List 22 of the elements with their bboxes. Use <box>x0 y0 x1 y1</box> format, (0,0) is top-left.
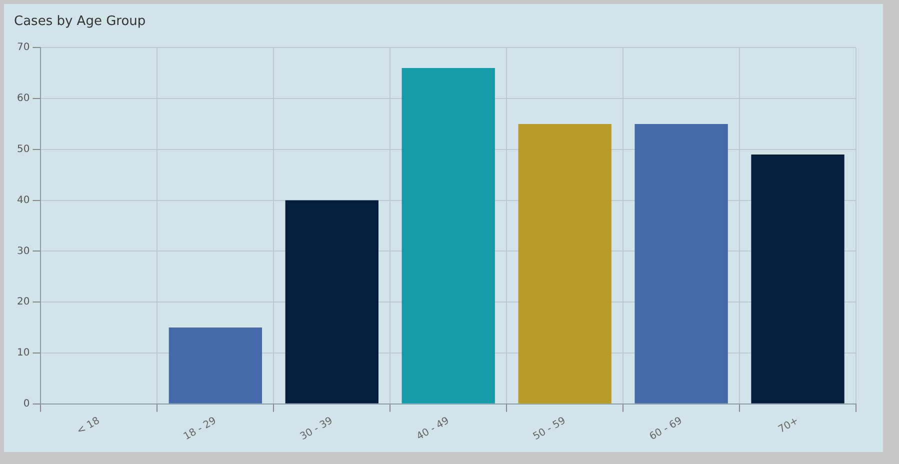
bar <box>168 328 262 404</box>
y-tick-label: 70 <box>16 42 30 54</box>
y-tick-label: 40 <box>16 194 30 206</box>
bar <box>518 124 612 404</box>
bar <box>751 154 844 404</box>
y-tick-label: 30 <box>16 246 30 257</box>
x-tick-label: 40 - 49 <box>414 415 452 443</box>
bar <box>285 200 378 404</box>
y-tick-label: 20 <box>16 296 30 308</box>
bar <box>402 68 495 404</box>
bar <box>634 124 728 404</box>
y-tick-label: 0 <box>23 398 30 410</box>
x-tick-label: 50 - 59 <box>531 415 568 443</box>
y-tick-label: 60 <box>16 93 30 104</box>
x-tick-label: 18 - 29 <box>182 415 218 443</box>
x-tick-label: < 18 <box>75 415 102 438</box>
y-tick-label: 50 <box>16 144 30 155</box>
x-tick-label: 30 - 39 <box>298 415 335 443</box>
x-tick-label: 70+ <box>776 415 801 436</box>
chart-title: Cases by Age Group <box>14 14 146 30</box>
y-tick-label: 10 <box>16 348 30 359</box>
x-tick-label: 60 - 69 <box>648 415 684 443</box>
